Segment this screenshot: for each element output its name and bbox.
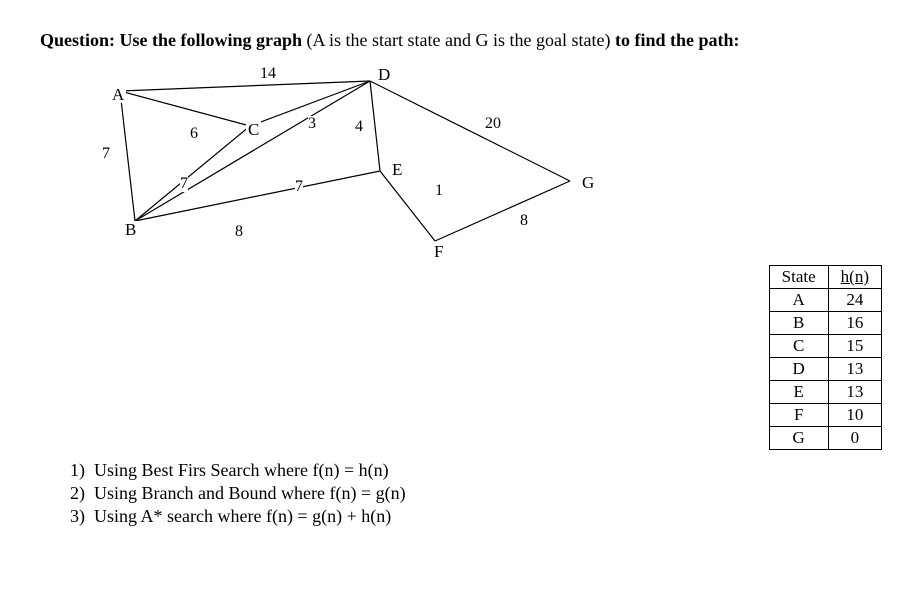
heuristic-cell: 13 [828, 358, 881, 381]
subquestion-number: 1) [70, 460, 94, 481]
heuristic-row: C15 [769, 335, 881, 358]
edge-weight: 14 [260, 66, 276, 82]
graph-node-label: A [110, 86, 126, 103]
graph-edge [120, 81, 370, 91]
graph-edge [135, 171, 380, 221]
subquestion-text: Using Best Firs Search where f(n) = h(n) [94, 460, 389, 480]
heuristic-cell: 16 [828, 312, 881, 335]
edge-weight: 20 [485, 116, 501, 132]
graph-diagram: 7 6 14 7 8 7 3 4 20 1 8 A B C D E F G [80, 61, 640, 321]
graph-edge [120, 91, 135, 221]
subquestion-item: 3)Using A* search where f(n) = g(n) + h(… [70, 506, 406, 527]
heuristic-cell: 13 [828, 381, 881, 404]
subquestion-item: 2)Using Branch and Bound where f(n) = g(… [70, 483, 406, 504]
edge-weight: 8 [520, 213, 528, 229]
heuristic-cell: G [769, 427, 828, 450]
heuristic-cell: B [769, 312, 828, 335]
heuristic-header-row: State h(n) [769, 266, 881, 289]
heuristic-row: F10 [769, 404, 881, 427]
subquestion-number: 2) [70, 483, 94, 504]
heuristic-cell: 15 [828, 335, 881, 358]
graph-node-label: C [246, 121, 261, 138]
heuristic-table-body: A24B16C15D13E13F10G0 [769, 289, 881, 450]
edge-weight: 1 [435, 183, 443, 199]
subquestion-text: Using A* search where f(n) = g(n) + h(n) [94, 506, 391, 526]
heuristic-cell: D [769, 358, 828, 381]
graph-node-label: B [123, 221, 138, 238]
heuristic-row: E13 [769, 381, 881, 404]
heuristic-cell: 10 [828, 404, 881, 427]
heuristic-row: D13 [769, 358, 881, 381]
graph-node-label: F [432, 243, 445, 260]
heuristic-row: A24 [769, 289, 881, 312]
graph-node-label: E [390, 161, 404, 178]
heuristic-header-state: State [769, 266, 828, 289]
question-mid: (A is the start state and G is the goal … [302, 30, 615, 50]
subquestion-number: 3) [70, 506, 94, 527]
edge-weight: 8 [235, 224, 243, 240]
graph-edge [435, 181, 570, 241]
heuristic-cell: F [769, 404, 828, 427]
heuristic-table: State h(n) A24B16C15D13E13F10G0 [769, 265, 882, 450]
edge-weight: 7 [180, 176, 188, 192]
heuristic-cell: A [769, 289, 828, 312]
graph-edge [120, 91, 250, 126]
edge-weight: 7 [295, 179, 303, 195]
graph-edge [380, 171, 435, 241]
graph-edge [135, 81, 370, 221]
question-prefix: Question: Use the following graph [40, 30, 302, 50]
heuristic-cell: C [769, 335, 828, 358]
subquestion-text: Using Branch and Bound where f(n) = g(n) [94, 483, 406, 503]
subquestion-item: 1)Using Best Firs Search where f(n) = h(… [70, 460, 406, 481]
page-root: Question: Use the following graph (A is … [0, 0, 922, 612]
heuristic-row: B16 [769, 312, 881, 335]
graph-svg [80, 61, 640, 321]
graph-node-label: G [580, 174, 596, 191]
graph-node-label: D [376, 66, 392, 83]
graph-edge [370, 81, 380, 171]
heuristic-row: G0 [769, 427, 881, 450]
heuristic-header-hn: h(n) [828, 266, 881, 289]
heuristic-cell: 0 [828, 427, 881, 450]
heuristic-cell: 24 [828, 289, 881, 312]
heuristic-table-head: State h(n) [769, 266, 881, 289]
question-text: Question: Use the following graph (A is … [40, 30, 882, 51]
edge-weight: 3 [308, 116, 316, 132]
edge-weight: 4 [355, 119, 363, 135]
edge-weight: 6 [190, 126, 198, 142]
question-suffix: to find the path: [615, 30, 740, 50]
edge-weight: 7 [102, 146, 110, 162]
heuristic-cell: E [769, 381, 828, 404]
subquestion-list: 1)Using Best Firs Search where f(n) = h(… [70, 460, 406, 529]
